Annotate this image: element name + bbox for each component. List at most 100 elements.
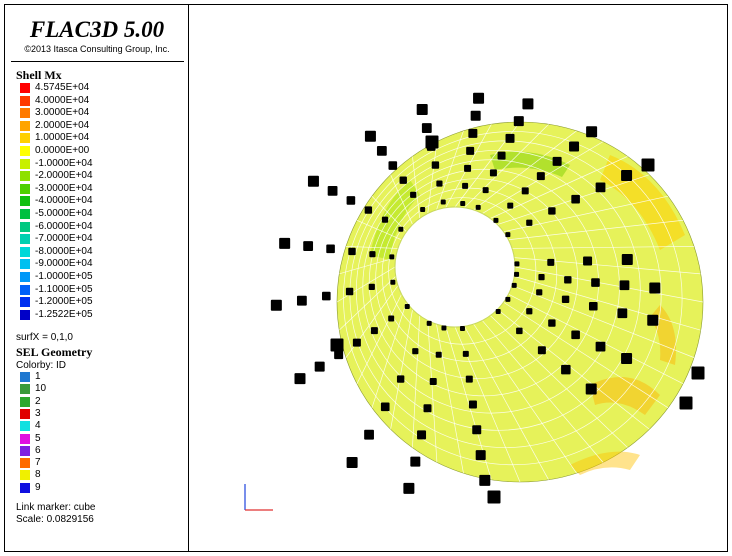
legend-entry: -3.0000E+04	[20, 183, 93, 194]
bolt-marker	[621, 352, 633, 364]
legend-label: 3.0000E+04	[35, 107, 90, 119]
contour-patch	[490, 151, 570, 177]
mesh-lines	[336, 122, 703, 483]
bolt-marker	[412, 348, 419, 355]
bolt-marker	[536, 172, 545, 181]
bolt-marker	[322, 291, 331, 301]
bolt-marker	[487, 490, 501, 504]
legend-entry: 4.5745E+04	[20, 83, 89, 93]
bolt-marker	[279, 237, 291, 249]
legend-entry: 10	[20, 383, 47, 395]
legend-label: 1.0000E+04	[35, 132, 90, 144]
legend-label: -2.0000E+04	[35, 170, 93, 182]
bolt-marker	[526, 219, 533, 226]
bolt-marker	[462, 182, 469, 189]
bolt-marker	[429, 377, 437, 385]
tunnel-opening	[394, 206, 516, 328]
legend-entry: 1	[20, 372, 41, 382]
bolt-marker	[511, 282, 517, 288]
legend-entry: -1.2522E+05	[20, 308, 93, 320]
mesh-ring	[355, 149, 641, 431]
legend-swatch	[20, 108, 30, 119]
bolt-marker	[489, 169, 497, 177]
bolt-marker	[352, 338, 361, 347]
mesh-ring	[343, 131, 683, 466]
bolt-marker	[621, 254, 633, 266]
bolt-marker	[473, 92, 485, 104]
mesh-radial	[497, 309, 650, 430]
bolt-marker	[345, 287, 354, 296]
legend-label: -7.0000E+04	[35, 233, 93, 245]
sel-header: SEL Geometry	[16, 345, 93, 359]
bolt-marker	[505, 296, 511, 302]
legend-label: -1.2522E+05	[35, 308, 93, 320]
legend-label: 5	[35, 432, 41, 444]
bolt-marker	[410, 191, 417, 198]
bolt-marker	[296, 295, 307, 306]
bolt-marker	[364, 206, 373, 214]
bolt-marker	[641, 158, 655, 172]
bolt-marker	[464, 164, 472, 172]
mesh-ring	[388, 197, 537, 345]
bolt-marker	[465, 375, 473, 383]
legend-label: 4.5745E+04	[35, 82, 90, 93]
bolt-marker	[369, 251, 376, 258]
legend-entry: 8	[20, 469, 41, 481]
bolt-marker	[368, 283, 375, 291]
bolt-marker	[514, 261, 520, 267]
bolt-marker	[521, 187, 529, 195]
legend-label: -1.1000E+05	[35, 283, 93, 295]
bolt-marker	[649, 282, 661, 294]
surf-label: surfX = 0,1,0	[16, 332, 73, 343]
mesh-ring	[362, 159, 620, 414]
mesh-radial	[345, 246, 398, 249]
bolt-marker	[294, 373, 306, 385]
legend-label: 4.0000E+04	[35, 94, 90, 106]
legend-label: 10	[35, 383, 47, 395]
bolt-marker	[585, 383, 597, 395]
mesh-radial	[511, 285, 695, 358]
legend-swatch	[20, 482, 30, 493]
model-viewport[interactable]	[190, 5, 727, 551]
bolt-marker	[691, 366, 705, 380]
legend-label: 2	[35, 395, 41, 407]
legend-entry: 6	[20, 445, 41, 456]
legend-label: -9.0000E+04	[35, 258, 93, 270]
mesh-radial	[427, 141, 438, 214]
legend-separator	[11, 61, 184, 62]
legend-entry: 2.0000E+04	[20, 120, 89, 131]
legend-swatch	[20, 384, 30, 395]
bolt-marker	[364, 429, 374, 440]
mesh-radial	[508, 219, 684, 241]
legend-swatch	[20, 196, 30, 207]
legend-swatch	[20, 372, 30, 382]
legend-swatch	[20, 458, 30, 469]
bolt-marker	[389, 254, 395, 260]
mesh-ring	[381, 187, 558, 362]
legend-label: 7	[35, 457, 41, 469]
legend-swatch	[20, 272, 30, 282]
bolt-marker	[364, 130, 376, 142]
bolt-marker	[327, 185, 338, 196]
bolt-marker	[468, 400, 477, 409]
legend-entry: -1.0000E+04	[20, 158, 93, 169]
bolt-marker	[526, 308, 533, 315]
legend-entry: -5.0000E+04	[20, 209, 93, 219]
legend-swatch	[20, 234, 30, 245]
legend-entry: -4.0000E+04	[20, 196, 93, 207]
mesh-radial	[412, 315, 421, 448]
legend-label: 8	[35, 469, 41, 481]
bolt-marker	[436, 180, 443, 187]
mesh-radial	[339, 276, 396, 331]
bolt-marker	[431, 161, 440, 169]
legend-label: 3	[35, 407, 41, 419]
legend-label: -1.2000E+05	[35, 296, 93, 308]
mesh-radial	[390, 309, 413, 430]
legend-entry: -7.0000E+04	[20, 233, 93, 245]
bolt-marker	[307, 175, 319, 187]
bolt-marker	[303, 241, 314, 251]
legend-entry: 3	[20, 407, 41, 419]
legend-entry: 0.0000E+00	[20, 146, 89, 156]
legend-entry: 5	[20, 432, 41, 444]
bolt-marker	[516, 327, 523, 335]
